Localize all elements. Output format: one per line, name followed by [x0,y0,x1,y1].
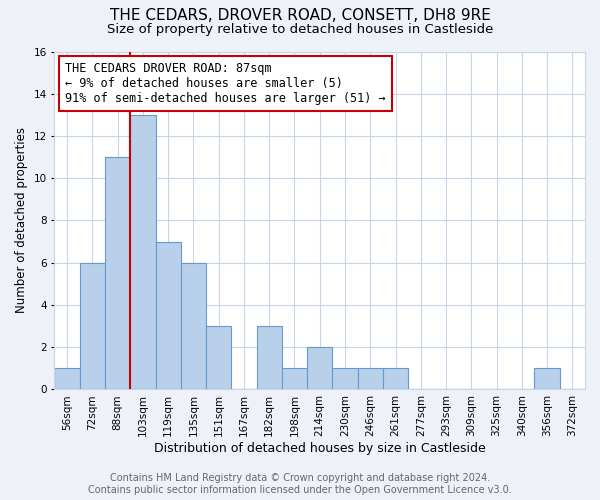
Bar [80,262,105,390]
Bar [55,368,80,390]
Bar [535,368,560,390]
Y-axis label: Number of detached properties: Number of detached properties [15,128,28,314]
Bar [383,368,408,390]
Bar [130,115,155,390]
Bar [181,262,206,390]
Bar [307,347,332,390]
Bar [155,242,181,390]
Text: THE CEDARS DROVER ROAD: 87sqm
← 9% of detached houses are smaller (5)
91% of sem: THE CEDARS DROVER ROAD: 87sqm ← 9% of de… [65,62,386,104]
Bar [105,157,130,390]
Bar [358,368,383,390]
Text: THE CEDARS, DROVER ROAD, CONSETT, DH8 9RE: THE CEDARS, DROVER ROAD, CONSETT, DH8 9R… [110,8,490,22]
Text: Contains HM Land Registry data © Crown copyright and database right 2024.
Contai: Contains HM Land Registry data © Crown c… [88,474,512,495]
Bar [282,368,307,390]
Bar [206,326,231,390]
Bar [257,326,282,390]
X-axis label: Distribution of detached houses by size in Castleside: Distribution of detached houses by size … [154,442,485,455]
Text: Size of property relative to detached houses in Castleside: Size of property relative to detached ho… [107,22,493,36]
Bar [332,368,358,390]
